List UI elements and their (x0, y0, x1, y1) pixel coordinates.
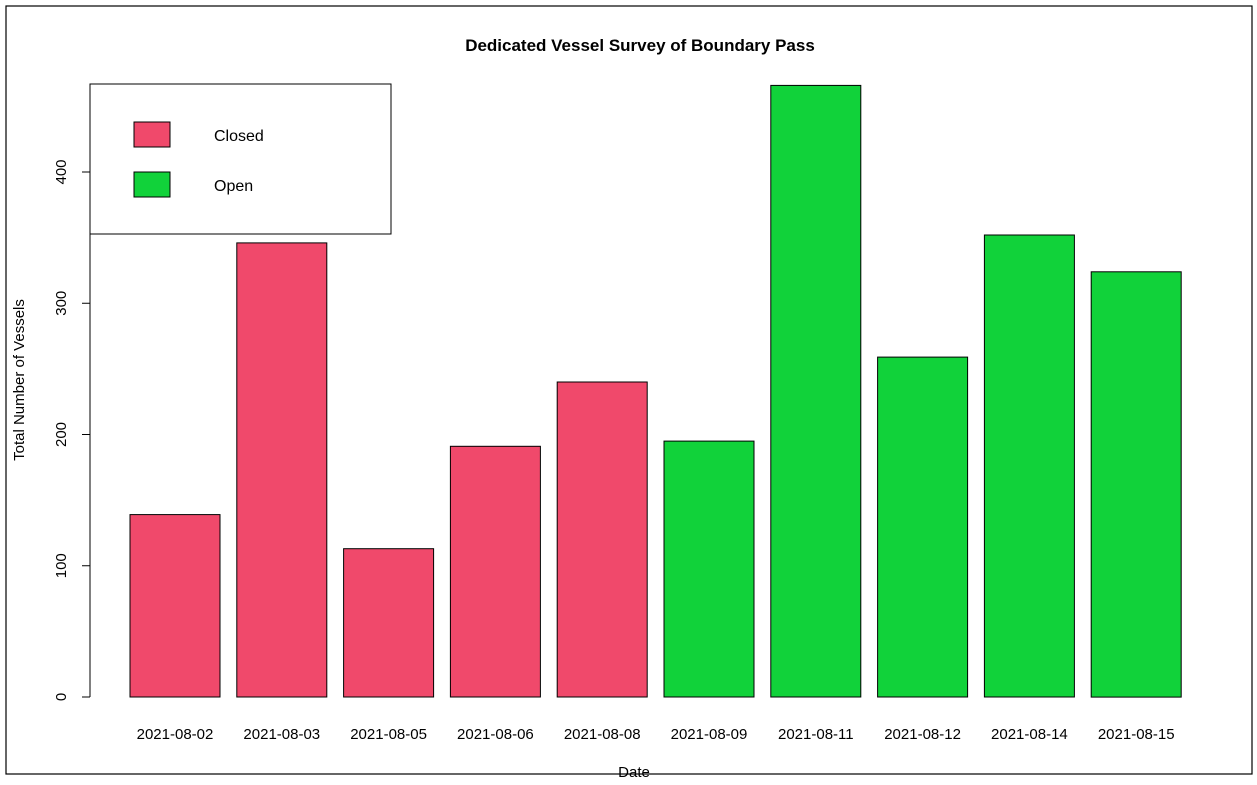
y-tick-label: 0 (53, 693, 70, 701)
y-tick-label: 300 (53, 291, 70, 316)
x-tick-label: 2021-08-11 (778, 726, 854, 743)
legend-label-closed: Closed (214, 128, 264, 145)
x-tick-label: 2021-08-06 (457, 726, 534, 743)
y-axis: 0 100 200 300 400 (53, 159, 91, 701)
legend-label-open: Open (214, 178, 253, 195)
bar-2021-08-12 (877, 356, 969, 698)
bar-2021-08-02 (129, 514, 221, 698)
bar-2021-08-11 (770, 84, 862, 698)
y-tick-label: 200 (53, 422, 70, 447)
y-axis-label: Total Number of Vessels (11, 299, 28, 461)
x-tick-label: 2021-08-12 (884, 726, 961, 743)
bars-group (129, 84, 1182, 698)
x-axis-label: Date (618, 764, 650, 780)
x-tick-label: 2021-08-05 (350, 726, 427, 743)
x-tick-label: 2021-08-15 (1098, 726, 1175, 743)
x-tick-label: 2021-08-08 (564, 726, 641, 743)
legend-box (89, 83, 392, 235)
y-tick-label: 400 (53, 159, 70, 184)
legend-swatch-closed (133, 121, 171, 148)
legend: Closed Open (89, 83, 392, 235)
bar-2021-08-08 (556, 381, 648, 698)
x-tick-label: 2021-08-02 (137, 726, 214, 743)
bar-2021-08-09 (663, 440, 755, 698)
chart-title: Dedicated Vessel Survey of Boundary Pass (465, 36, 815, 55)
bar-2021-08-05 (343, 548, 435, 698)
y-tick-label: 100 (53, 553, 70, 578)
legend-swatch-open (133, 171, 171, 198)
bar-2021-08-06 (449, 445, 541, 698)
bar-2021-08-15 (1090, 271, 1182, 698)
bar-2021-08-03 (236, 242, 328, 698)
x-tick-labels: 2021-08-02 2021-08-03 2021-08-05 2021-08-06… (137, 726, 1175, 743)
bar-2021-08-14 (983, 234, 1075, 698)
x-tick-label: 2021-08-14 (991, 726, 1068, 743)
x-tick-label: 2021-08-09 (671, 726, 748, 743)
x-tick-label: 2021-08-03 (243, 726, 320, 743)
plot-frame (5, 5, 1253, 775)
